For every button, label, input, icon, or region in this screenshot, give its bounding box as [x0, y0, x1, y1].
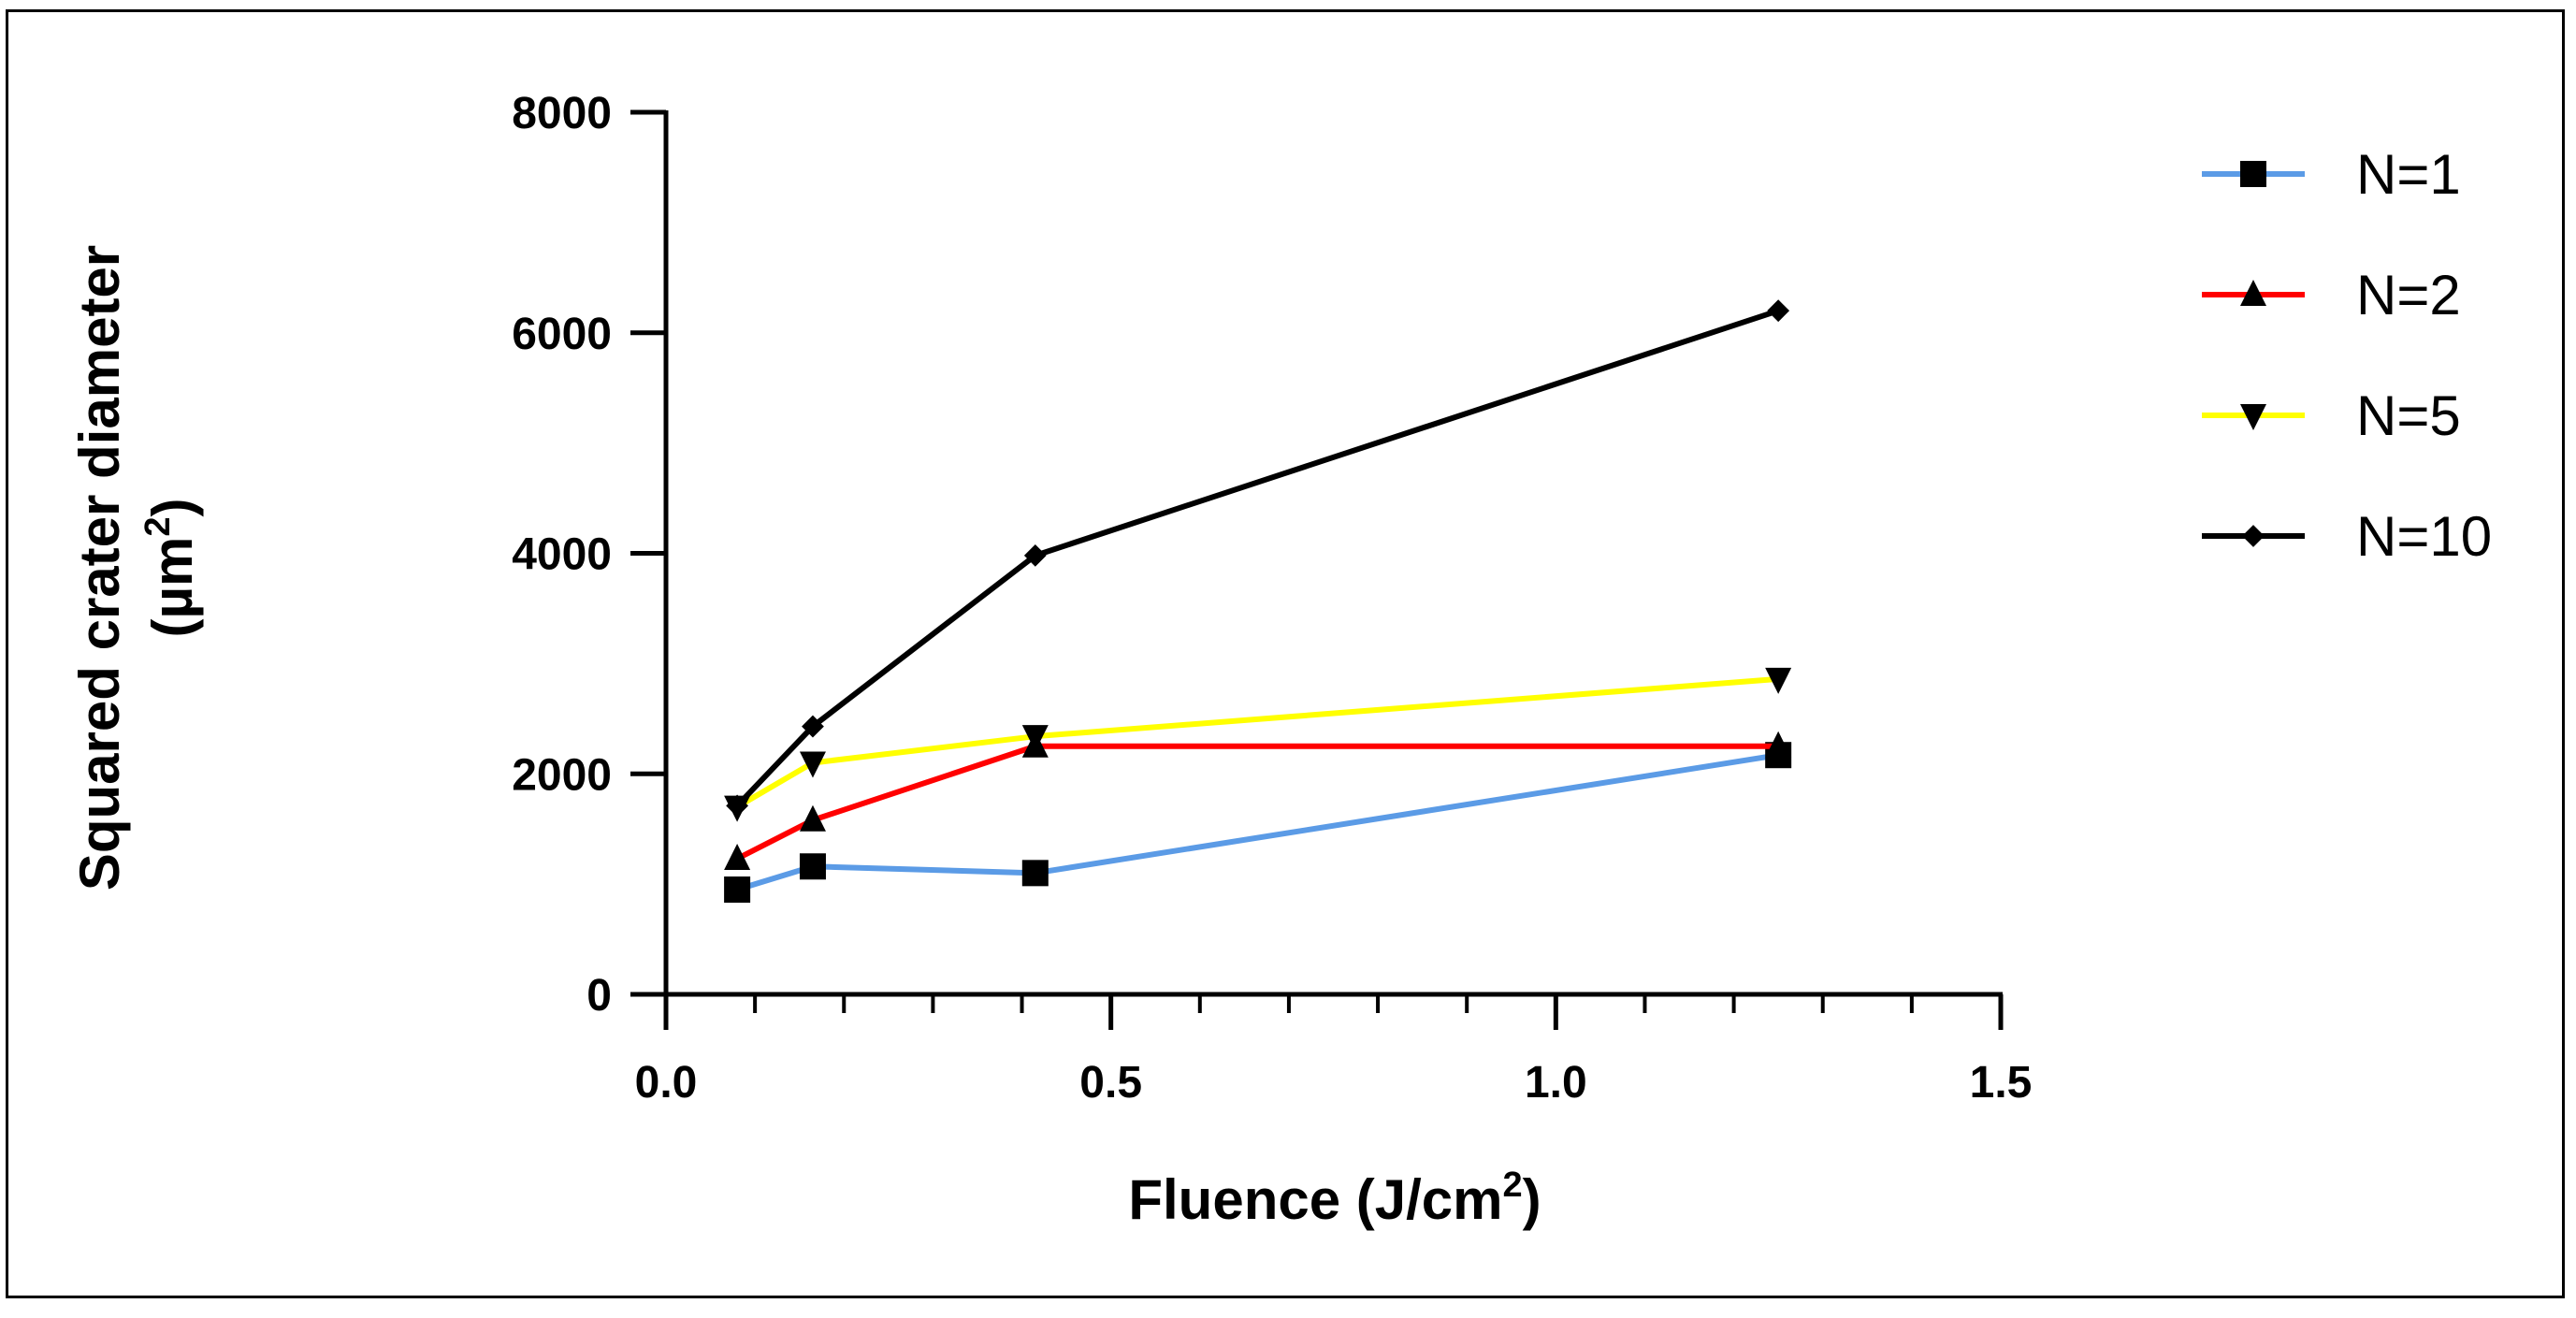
legend: N=1 N=2 N=5 N=10 — [2202, 143, 2492, 568]
x-tick-label: 1.0 — [1525, 1058, 1587, 1108]
y-tick-label: 0 — [586, 971, 612, 1021]
data-point — [1021, 725, 1049, 752]
figure-frame: 0 2000 4000 6000 8000 0.0 0.5 1.0 1.5 N=1 N=2 N=5 N… — [6, 9, 2565, 1298]
y-tick-label: 6000 — [512, 310, 612, 359]
series-line — [736, 752, 1779, 892]
y-tick-label: 2000 — [512, 750, 612, 800]
data-point — [1765, 667, 1792, 694]
legend-marker — [2242, 525, 2265, 547]
legend-item: N=5 — [2202, 384, 2461, 447]
data-point — [799, 751, 826, 778]
x-axis-title: Fluence (J/cm2) — [1128, 1166, 1541, 1231]
data-point — [1765, 731, 1792, 758]
series-line — [735, 743, 1779, 862]
legend-item: N=1 — [2202, 143, 2461, 206]
series-group — [724, 299, 1792, 904]
legend-marker — [2240, 280, 2266, 306]
data-point — [799, 804, 826, 832]
axes: 0 2000 4000 6000 8000 0.0 0.5 1.0 1.5 — [512, 89, 2032, 1108]
data-point — [799, 853, 826, 880]
series-line — [735, 675, 1779, 810]
data-point — [1023, 543, 1047, 567]
data-point — [724, 876, 751, 904]
legend-item: N=2 — [2202, 264, 2461, 326]
x-tick-label: 0.5 — [1079, 1058, 1142, 1108]
legend-label: N=1 — [2356, 143, 2461, 206]
series-line — [734, 308, 1780, 808]
legend-marker — [2240, 404, 2266, 430]
legend-label: N=10 — [2356, 505, 2492, 568]
y-axis-title-line1: Squared crater diameter — [68, 245, 131, 891]
series-n1 — [724, 742, 1792, 904]
data-point — [802, 715, 824, 738]
y-axis-title: Squared crater diameter — [68, 245, 131, 891]
legend-label: N=2 — [2356, 264, 2461, 326]
data-point — [724, 844, 751, 871]
legend-label: N=5 — [2356, 384, 2461, 447]
legend-item: N=10 — [2202, 505, 2492, 568]
y-tick-label: 8000 — [512, 89, 612, 138]
data-point — [1767, 299, 1790, 323]
x-tick-label: 0.0 — [635, 1058, 698, 1108]
data-point — [1021, 860, 1049, 887]
y-axis-title-unit: (µm2) — [138, 498, 204, 637]
series-n10 — [726, 299, 1790, 818]
data-point — [726, 794, 749, 818]
x-tick-label: 1.5 — [1970, 1058, 2033, 1108]
y-tick-label: 4000 — [512, 530, 612, 580]
legend-marker — [2240, 161, 2266, 187]
